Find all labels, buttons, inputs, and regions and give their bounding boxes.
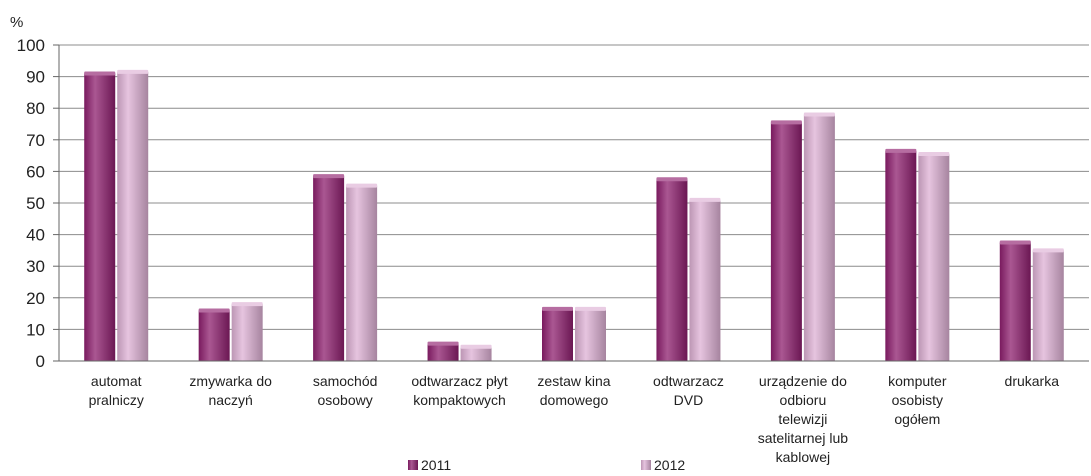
bar-cap-2011-2 bbox=[313, 174, 345, 179]
y-tick-label: 100 bbox=[17, 36, 45, 55]
y-tick-label: 20 bbox=[26, 289, 45, 308]
bar-cap-2011-5 bbox=[656, 177, 688, 182]
bar-cap-2012-2 bbox=[346, 183, 378, 188]
bar-2012-0 bbox=[117, 71, 149, 362]
bar-cap-2011-8 bbox=[999, 240, 1031, 245]
bar-2012-1 bbox=[231, 304, 263, 361]
bars bbox=[84, 69, 1064, 362]
bar-cap-2012-6 bbox=[803, 112, 835, 117]
y-tick-label: 30 bbox=[26, 257, 45, 276]
bar-2011-8 bbox=[999, 242, 1031, 361]
bar-cap-2011-1 bbox=[198, 308, 230, 313]
gridlines bbox=[59, 44, 1089, 330]
bar-cap-2012-7 bbox=[918, 152, 950, 157]
y-tick-label: 50 bbox=[26, 194, 45, 213]
x-category-label: automat pralniczy bbox=[89, 373, 144, 408]
bar-2011-2 bbox=[313, 176, 345, 361]
legend-swatch-2011 bbox=[408, 460, 418, 470]
bar-cap-2012-5 bbox=[689, 197, 721, 202]
legend-label-2012: 2012 bbox=[654, 457, 685, 473]
y-tick-label: 40 bbox=[26, 226, 45, 245]
x-category-label: urządzenie do odbioru telewizji satelitarne… bbox=[758, 373, 848, 465]
axes: 0 10 20 30 40 50 60 70 80 90 100% automat pralniczy z… bbox=[10, 14, 1089, 465]
x-category-label: komputer osobisty ogółem bbox=[888, 373, 947, 427]
bar-cap-2011-7 bbox=[885, 148, 917, 153]
bar-2012-8 bbox=[1032, 250, 1064, 361]
bar-cap-2012-0 bbox=[117, 69, 149, 74]
bar-2012-7 bbox=[918, 154, 950, 361]
bar-2011-0 bbox=[84, 73, 116, 361]
legend-swatch-2012 bbox=[641, 460, 651, 470]
y-tick-label: 0 bbox=[36, 352, 45, 371]
bar-2012-4 bbox=[575, 308, 606, 361]
bar-cap-2011-0 bbox=[84, 71, 116, 76]
bar-2011-3 bbox=[427, 343, 459, 361]
bar-2012-5 bbox=[689, 199, 721, 361]
bar-2011-5 bbox=[656, 179, 688, 361]
y-unit-label: % bbox=[10, 14, 23, 31]
bar-cap-2011-6 bbox=[770, 120, 802, 125]
legend: 2011 2012 bbox=[408, 457, 685, 473]
x-category-label: odtwarzacz płyt kompaktowych bbox=[411, 373, 508, 408]
y-tick-label: 80 bbox=[26, 99, 45, 118]
bar-2011-6 bbox=[770, 122, 802, 361]
x-category-label: drukarka bbox=[1005, 373, 1060, 389]
bar-cap-2012-1 bbox=[231, 302, 263, 307]
x-category-label: odtwarzacz DVD bbox=[653, 373, 724, 408]
bar-2012-3 bbox=[460, 346, 492, 361]
x-category-label: samochód osobowy bbox=[313, 373, 378, 408]
y-tick-label: 10 bbox=[26, 320, 45, 339]
bar-cap-2011-4 bbox=[542, 306, 573, 311]
y-tick-label: 60 bbox=[26, 162, 45, 181]
bar-cap-2012-4 bbox=[575, 306, 606, 311]
bar-2011-4 bbox=[542, 308, 573, 361]
bar-2011-1 bbox=[198, 310, 230, 361]
legend-label-2011: 2011 bbox=[421, 457, 451, 473]
bar-cap-2012-8 bbox=[1032, 248, 1064, 253]
bar-2011-7 bbox=[885, 150, 917, 361]
bar-2012-2 bbox=[346, 185, 378, 361]
x-category-label: zmywarka do naczyń bbox=[189, 373, 272, 408]
y-tick-label: 90 bbox=[26, 68, 45, 87]
bar-cap-2011-3 bbox=[427, 341, 459, 346]
bar-2012-6 bbox=[803, 114, 835, 362]
x-category-label: zestaw kina domowego bbox=[537, 373, 610, 408]
y-tick-label: 70 bbox=[26, 131, 45, 150]
bar-cap-2012-3 bbox=[460, 344, 492, 349]
